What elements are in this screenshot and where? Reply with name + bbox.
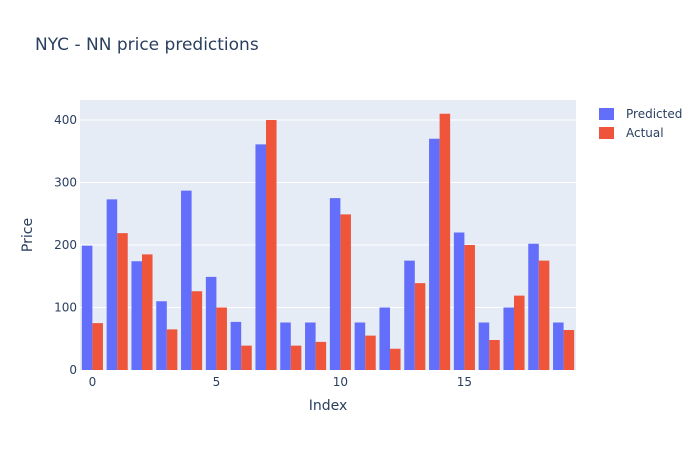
bar-actual-6[interactable] (241, 345, 252, 371)
bar-actual-1[interactable] (117, 233, 128, 371)
bar-actual-16[interactable] (489, 340, 500, 370)
y-tick-label: 100 (54, 301, 77, 315)
legend-label-predicted: Predicted (626, 107, 682, 121)
bar-actual-14[interactable] (439, 113, 451, 370)
x-tick-label: 10 (333, 375, 348, 389)
bar-predicted-18[interactable] (528, 243, 539, 370)
y-axis-title: Price (20, 218, 36, 252)
y-tick-label: 200 (54, 238, 77, 252)
bar-actual-17[interactable] (514, 295, 525, 371)
bar-actual-4[interactable] (191, 291, 203, 370)
legend-swatch-predicted (599, 108, 614, 120)
bar-actual-3[interactable] (166, 329, 178, 371)
bar-predicted-15[interactable] (453, 232, 465, 371)
bar-predicted-6[interactable] (230, 321, 242, 371)
bar-predicted-16[interactable] (478, 322, 490, 371)
x-tick-label: 0 (89, 375, 97, 389)
x-tick-label: 15 (457, 375, 472, 389)
grid-lines (80, 119, 576, 308)
bar-predicted-11[interactable] (354, 322, 366, 371)
bar-predicted-3[interactable] (156, 301, 167, 370)
bar-actual-19[interactable] (563, 330, 575, 370)
bar-predicted-14[interactable] (429, 138, 440, 370)
bar-actual-5[interactable] (216, 307, 227, 371)
bars (81, 113, 575, 371)
bar-predicted-13[interactable] (404, 260, 415, 371)
bar-predicted-5[interactable] (205, 276, 217, 371)
bar-predicted-1[interactable] (106, 199, 118, 371)
plot-background (80, 100, 576, 370)
bar-predicted-9[interactable] (305, 322, 316, 371)
bar-predicted-10[interactable] (329, 198, 341, 371)
bar-predicted-8[interactable] (280, 322, 291, 371)
legend-swatch-actual (599, 127, 614, 139)
bar-actual-2[interactable] (142, 254, 153, 371)
bar-actual-8[interactable] (290, 345, 302, 371)
y-tick-labels: 0 100 200 300 400 (54, 113, 77, 377)
bar-predicted-19[interactable] (553, 322, 564, 371)
bar-predicted-4[interactable] (181, 190, 192, 371)
bar-predicted-12[interactable] (379, 307, 390, 371)
bar-actual-15[interactable] (464, 245, 475, 370)
bar-actual-12[interactable] (390, 348, 401, 370)
legend-item-actual[interactable]: Actual (599, 126, 664, 140)
y-tick-label: 300 (54, 176, 77, 190)
bar-predicted-2[interactable] (131, 261, 142, 370)
bar-actual-13[interactable] (414, 283, 426, 371)
legend-item-predicted[interactable]: Predicted (599, 107, 682, 121)
x-tick-labels: 0 5 10 15 (89, 375, 472, 389)
x-tick-label: 5 (213, 375, 221, 389)
legend[interactable]: Predicted Actual (599, 107, 682, 140)
bar-predicted-7[interactable] (255, 144, 266, 371)
x-axis-title: Index (309, 398, 348, 414)
bar-actual-18[interactable] (538, 260, 550, 371)
bar-actual-0[interactable] (92, 323, 103, 371)
bar-predicted-0[interactable] (81, 245, 93, 371)
bar-predicted-17[interactable] (503, 307, 514, 371)
bar-actual-10[interactable] (340, 214, 351, 371)
y-tick-label: 0 (69, 363, 77, 377)
chart-title: NYC - NN price predictions (35, 35, 259, 55)
bar-actual-9[interactable] (315, 341, 327, 371)
bar-actual-7[interactable] (266, 120, 277, 370)
y-tick-label: 400 (54, 113, 77, 127)
legend-label-actual: Actual (626, 126, 664, 140)
bar-actual-11[interactable] (365, 335, 376, 371)
